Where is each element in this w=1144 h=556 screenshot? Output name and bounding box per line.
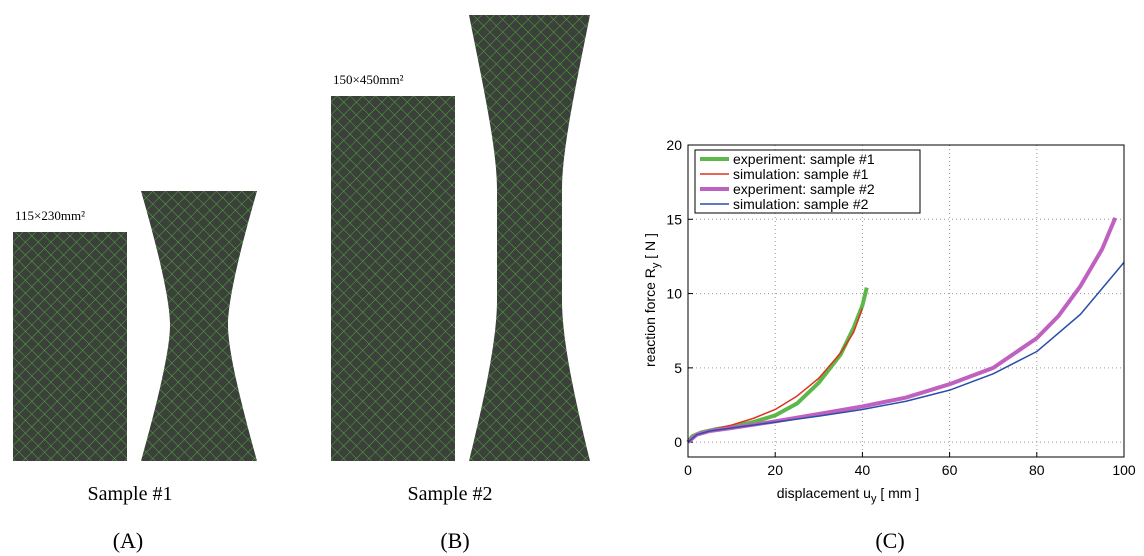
panel-label: (B)	[440, 528, 469, 553]
y-tick-label: 10	[666, 286, 682, 302]
legend-label: experiment: sample #2	[733, 181, 875, 197]
x-tick-label: 100	[1112, 462, 1136, 478]
dimension-label: 115×230mm²	[15, 208, 85, 223]
data-line	[687, 261, 1125, 443]
x-tick-label: 80	[1029, 462, 1045, 478]
sample-2-rectangle	[331, 96, 455, 461]
dimension-label: 150×450mm²	[333, 72, 404, 87]
x-tick-label: 60	[942, 462, 958, 478]
sample-1-rectangle	[13, 232, 127, 461]
legend-label: simulation: sample #1	[733, 166, 869, 182]
y-axis-label-sub: y	[650, 262, 662, 268]
axes-frame	[687, 144, 1125, 458]
panel-label: (C)	[875, 528, 904, 553]
x-tick-label: 20	[767, 462, 783, 478]
y-axis-label-part: [ N ]	[642, 233, 658, 263]
y-axis-label: reaction force Ry [ N ]	[642, 233, 662, 367]
sample-2-deformed	[469, 15, 590, 461]
y-tick-label: 0	[674, 434, 682, 450]
x-axis-label: displacement uy [ mm ]	[777, 485, 919, 505]
x-axis-label-part: [ mm ]	[876, 485, 919, 501]
y-tick-label: 5	[674, 360, 682, 376]
legend-label: simulation: sample #2	[733, 196, 869, 212]
legend-label: experiment: sample #1	[733, 151, 875, 167]
y-tick-label: 15	[666, 211, 682, 227]
x-tick-label: 0	[684, 462, 692, 478]
caption: Sample #1	[88, 483, 173, 505]
panel-label: (A)	[113, 528, 144, 553]
legend-box	[694, 149, 921, 214]
y-tick-label: 20	[666, 137, 682, 153]
caption: Sample #2	[408, 483, 493, 505]
x-tick-label: 40	[855, 462, 871, 478]
x-axis-label-part: displacement u	[777, 485, 871, 501]
x-axis-label-sub: y	[871, 493, 877, 505]
sample-1-deformed	[141, 191, 257, 461]
y-axis-label-part: reaction force R	[642, 268, 658, 367]
